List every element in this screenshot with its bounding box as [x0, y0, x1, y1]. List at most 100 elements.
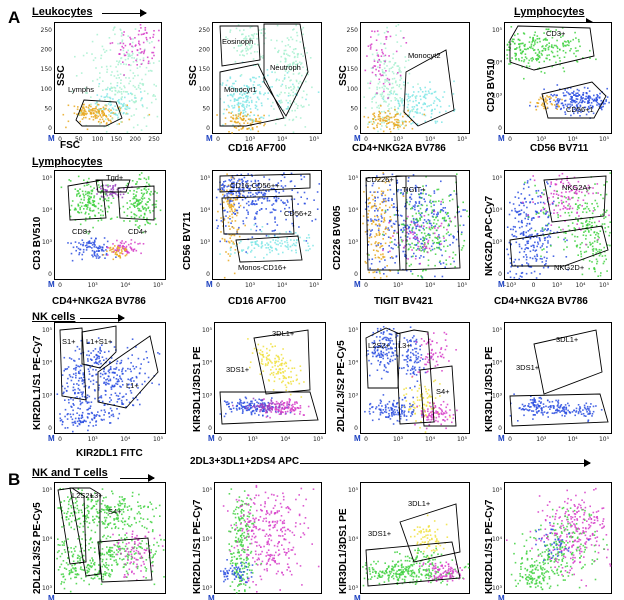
- event-dot: [274, 229, 276, 231]
- event-dot: [376, 86, 378, 89]
- event-dot: [422, 103, 424, 106]
- event-dot: [144, 203, 147, 205]
- y-tick-label: 10³: [492, 239, 503, 246]
- event-dot: [230, 194, 233, 196]
- event-dot: [109, 101, 112, 104]
- event-dot: [443, 245, 445, 248]
- event-dot: [100, 121, 102, 124]
- event-dot: [398, 67, 401, 69]
- y-tick-label: 100: [41, 86, 53, 93]
- event-dot: [128, 401, 131, 404]
- event-dot: [556, 231, 559, 233]
- event-dot: [561, 102, 564, 104]
- event-dot: [242, 191, 245, 193]
- event-dot: [98, 257, 100, 259]
- event-dot: [250, 251, 252, 253]
- event-dot: [380, 253, 382, 256]
- event-dot: [526, 247, 529, 249]
- event-dot: [241, 188, 244, 191]
- event-dot: [151, 204, 154, 206]
- event-dot: [428, 194, 430, 196]
- event-dot: [383, 121, 385, 124]
- event-dot: [99, 198, 101, 201]
- x-tick-label: 10⁵: [599, 282, 610, 289]
- event-dot: [108, 412, 110, 415]
- event-dot: [525, 272, 528, 275]
- event-dot: [560, 199, 563, 202]
- event-dot: [153, 46, 156, 49]
- event-dot: [525, 215, 528, 217]
- event-dot: [64, 408, 67, 411]
- event-dot: [543, 229, 545, 231]
- event-dot: [242, 249, 245, 251]
- event-dot: [92, 226, 94, 229]
- event-dot: [392, 257, 394, 259]
- event-dot: [586, 202, 588, 205]
- p3-xlabel: CD4+NKG2A BV786: [352, 143, 446, 154]
- event-dot: [396, 118, 398, 121]
- event-dot: [112, 243, 114, 245]
- event-dot: [540, 52, 543, 55]
- event-dot: [119, 73, 122, 75]
- event-dot: [69, 375, 72, 378]
- event-dot: [91, 109, 93, 111]
- event-dot: [83, 374, 85, 376]
- event-dot: [250, 80, 252, 82]
- event-dot: [368, 254, 370, 256]
- event-dot: [541, 249, 543, 251]
- event-dot: [290, 249, 293, 252]
- event-dot: [142, 243, 145, 245]
- event-dot: [248, 44, 251, 46]
- event-dot: [84, 212, 87, 215]
- event-dot: [378, 58, 380, 61]
- p7-ylabel: CD226 BV605: [332, 205, 343, 270]
- event-dot: [371, 123, 374, 125]
- event-dot: [221, 84, 224, 86]
- event-dot: [425, 193, 427, 195]
- event-dot: [274, 71, 276, 74]
- axis-m-marker: M: [498, 280, 505, 289]
- event-dot: [390, 67, 393, 69]
- event-dot: [587, 97, 589, 99]
- event-dot: [129, 200, 131, 202]
- event-dot: [226, 211, 229, 213]
- event-dot: [423, 96, 426, 99]
- event-dot: [364, 208, 367, 210]
- event-dot: [110, 87, 113, 89]
- event-dot: [287, 54, 289, 57]
- event-dot: [373, 95, 376, 98]
- event-dot: [518, 251, 521, 254]
- gate-polygon: [67, 179, 107, 221]
- event-dot: [102, 114, 104, 117]
- event-dot: [131, 180, 134, 182]
- event-dot: [449, 244, 451, 246]
- event-dot: [460, 215, 462, 218]
- event-dot: [582, 225, 584, 227]
- event-dot: [92, 379, 95, 382]
- event-dot: [87, 198, 90, 201]
- event-dot: [432, 242, 434, 245]
- event-dot: [411, 231, 414, 233]
- event-dot: [101, 118, 104, 121]
- event-dot: [562, 182, 565, 185]
- event-dot: [302, 66, 304, 68]
- event-dot: [234, 208, 236, 211]
- event-dot: [416, 223, 419, 226]
- event-dot: [95, 67, 97, 69]
- event-dot: [586, 205, 588, 208]
- event-dot: [285, 99, 288, 102]
- event-dot: [99, 209, 102, 211]
- event-dot: [118, 112, 120, 115]
- event-dot: [305, 98, 307, 101]
- event-dot: [396, 65, 399, 67]
- event-dot: [381, 209, 384, 212]
- event-dot: [553, 55, 556, 58]
- event-dot: [603, 184, 605, 186]
- event-dot: [225, 84, 228, 86]
- event-dot: [129, 206, 131, 209]
- event-dot: [234, 60, 237, 63]
- event-dot: [94, 107, 96, 110]
- event-dot: [606, 244, 609, 246]
- gate-polygon: [235, 235, 303, 263]
- event-dot: [88, 413, 91, 415]
